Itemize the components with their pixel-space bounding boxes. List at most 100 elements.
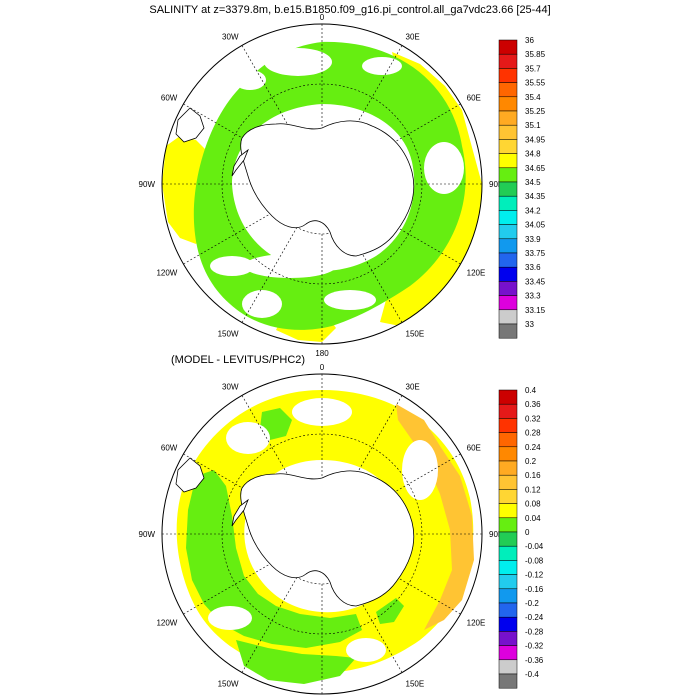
longitude-label: 30E [406, 382, 420, 391]
colorbar-label: -0.24 [525, 613, 544, 622]
field-hole [402, 440, 438, 500]
colorbar-label: 0.2 [525, 457, 537, 466]
colorbar-label: 0 [525, 528, 530, 537]
colorbar-swatch [498, 474, 518, 490]
longitude-label: 150E [406, 680, 425, 689]
colorbar-label: 33.3 [525, 292, 541, 301]
south-america-outline [175, 107, 205, 143]
longitude-label: 30E [406, 32, 420, 41]
panel-title-difference: (MODEL - LEVITUS/PHC2) [171, 354, 306, 366]
colorbar-label: 0.32 [525, 414, 541, 423]
antarctica-outline [240, 470, 415, 607]
colorbar-swatch [498, 281, 518, 296]
colorbar-swatch [498, 309, 518, 325]
longitude-label: 150W [218, 330, 239, 339]
colorbar-label: -0.36 [525, 656, 544, 665]
longitude-label: 90W [139, 530, 156, 539]
peninsula-outline [231, 498, 249, 527]
longitude-label: 120W [156, 269, 177, 278]
antarctica-outline [240, 120, 415, 257]
colorbar-label: 34.05 [525, 221, 546, 230]
longitude-label: 120E [467, 619, 486, 628]
longitude-labels: 0 30E 60E 90E 120E 150E 180 150W 120W 90W 60W 30W [139, 13, 504, 358]
longitude-label: 120E [467, 269, 486, 278]
colorbar-label: 35.7 [525, 64, 541, 73]
colorbar-swatch [498, 673, 518, 689]
colorbar-label: 35.85 [525, 50, 546, 59]
difference-colorbar: 0.4 0.36 0.32 0.28 0.24 0.2 0.16 0.12 0.08 0.04 0 -… [498, 386, 544, 689]
field-hole [210, 256, 254, 276]
colorbar-label: 33.9 [525, 235, 541, 244]
colorbar-swatch [498, 588, 518, 604]
longitude-label: 60W [161, 94, 178, 103]
longitude-label: 120W [156, 619, 177, 628]
field-gold-east [396, 404, 474, 630]
longitude-label: 150E [406, 330, 425, 339]
colorbar-swatch [498, 460, 518, 476]
colorbar-swatch [498, 139, 518, 154]
colorbar-label: 34.35 [525, 192, 546, 201]
colorbar-label: 35.55 [525, 79, 546, 88]
colorbar-label: 0.04 [525, 514, 541, 523]
longitude-label: 180 [315, 349, 329, 358]
colorbar-label: 34.2 [525, 206, 541, 215]
colorbar-swatch [498, 167, 518, 183]
colorbar-swatch [498, 531, 518, 547]
colorbar-label: -0.16 [525, 585, 544, 594]
colorbar-label: -0.04 [525, 542, 544, 551]
colorbar-label: 0.12 [525, 485, 541, 494]
colorbar-swatch [498, 659, 518, 675]
colorbar-label: -0.08 [525, 556, 544, 565]
longitude-label: 60W [161, 444, 178, 453]
colorbar-label: -0.2 [525, 599, 539, 608]
field-hole [362, 57, 402, 75]
colorbar-swatch [498, 323, 518, 339]
colorbar-label: 35.4 [525, 93, 541, 102]
field-green-south [236, 640, 356, 684]
colorbar-label: 33.45 [525, 277, 546, 286]
longitude-label: 90E [489, 180, 503, 189]
colorbar-label: 33.75 [525, 249, 546, 258]
longitude-label: 0 [320, 13, 325, 22]
south-america-outline [175, 457, 205, 493]
colorbar-swatch [498, 110, 518, 126]
colorbar-swatch [498, 210, 518, 225]
colorbar-label: 34.65 [525, 164, 546, 173]
field-hole [234, 70, 266, 90]
colorbar-label: 35.1 [525, 121, 541, 130]
panel-title-salinity: SALINITY at z=3379.8m, b.e15.B1850.f09_g… [149, 4, 551, 16]
colorbar-label: 0.36 [525, 400, 541, 409]
colorbar-swatch [498, 82, 518, 98]
colorbar-label: -0.4 [525, 670, 539, 679]
colorbar-swatch [498, 560, 518, 575]
salinity-colorbar: 36 35.85 35.7 35.55 35.4 35.25 35.1 34.95 34.8 34… [498, 36, 546, 339]
colorbar-label: -0.28 [525, 627, 544, 636]
field-hole [226, 422, 270, 454]
longitude-label: 60E [467, 94, 481, 103]
colorbar-swatch [498, 252, 518, 268]
colorbar-label: 36 [525, 36, 534, 45]
field-hole [346, 638, 386, 662]
longitude-label: 30W [222, 32, 239, 41]
longitude-label: 90W [139, 180, 156, 189]
colorbar-label: 0.08 [525, 500, 541, 509]
colorbar-label: 0.16 [525, 471, 541, 480]
colorbar-swatch [498, 489, 518, 504]
peninsula-outline [231, 148, 249, 177]
longitude-label: 150W [218, 680, 239, 689]
field-hole [424, 142, 464, 194]
colorbar-label: -0.12 [525, 571, 544, 580]
colorbar-swatch [498, 389, 518, 405]
map-boundary [161, 23, 483, 345]
field-hole [208, 606, 252, 630]
field-yellow-east [380, 52, 482, 326]
colorbar-swatch [498, 432, 518, 448]
colorbar-label: 34.8 [525, 150, 541, 159]
colorbar-label: 0.28 [525, 429, 541, 438]
field-hole [244, 254, 336, 278]
colorbar-label: 33.15 [525, 306, 546, 315]
colorbar-swatch [498, 645, 518, 661]
salinity-fields [162, 24, 482, 344]
colorbar-label: 35.25 [525, 107, 546, 116]
